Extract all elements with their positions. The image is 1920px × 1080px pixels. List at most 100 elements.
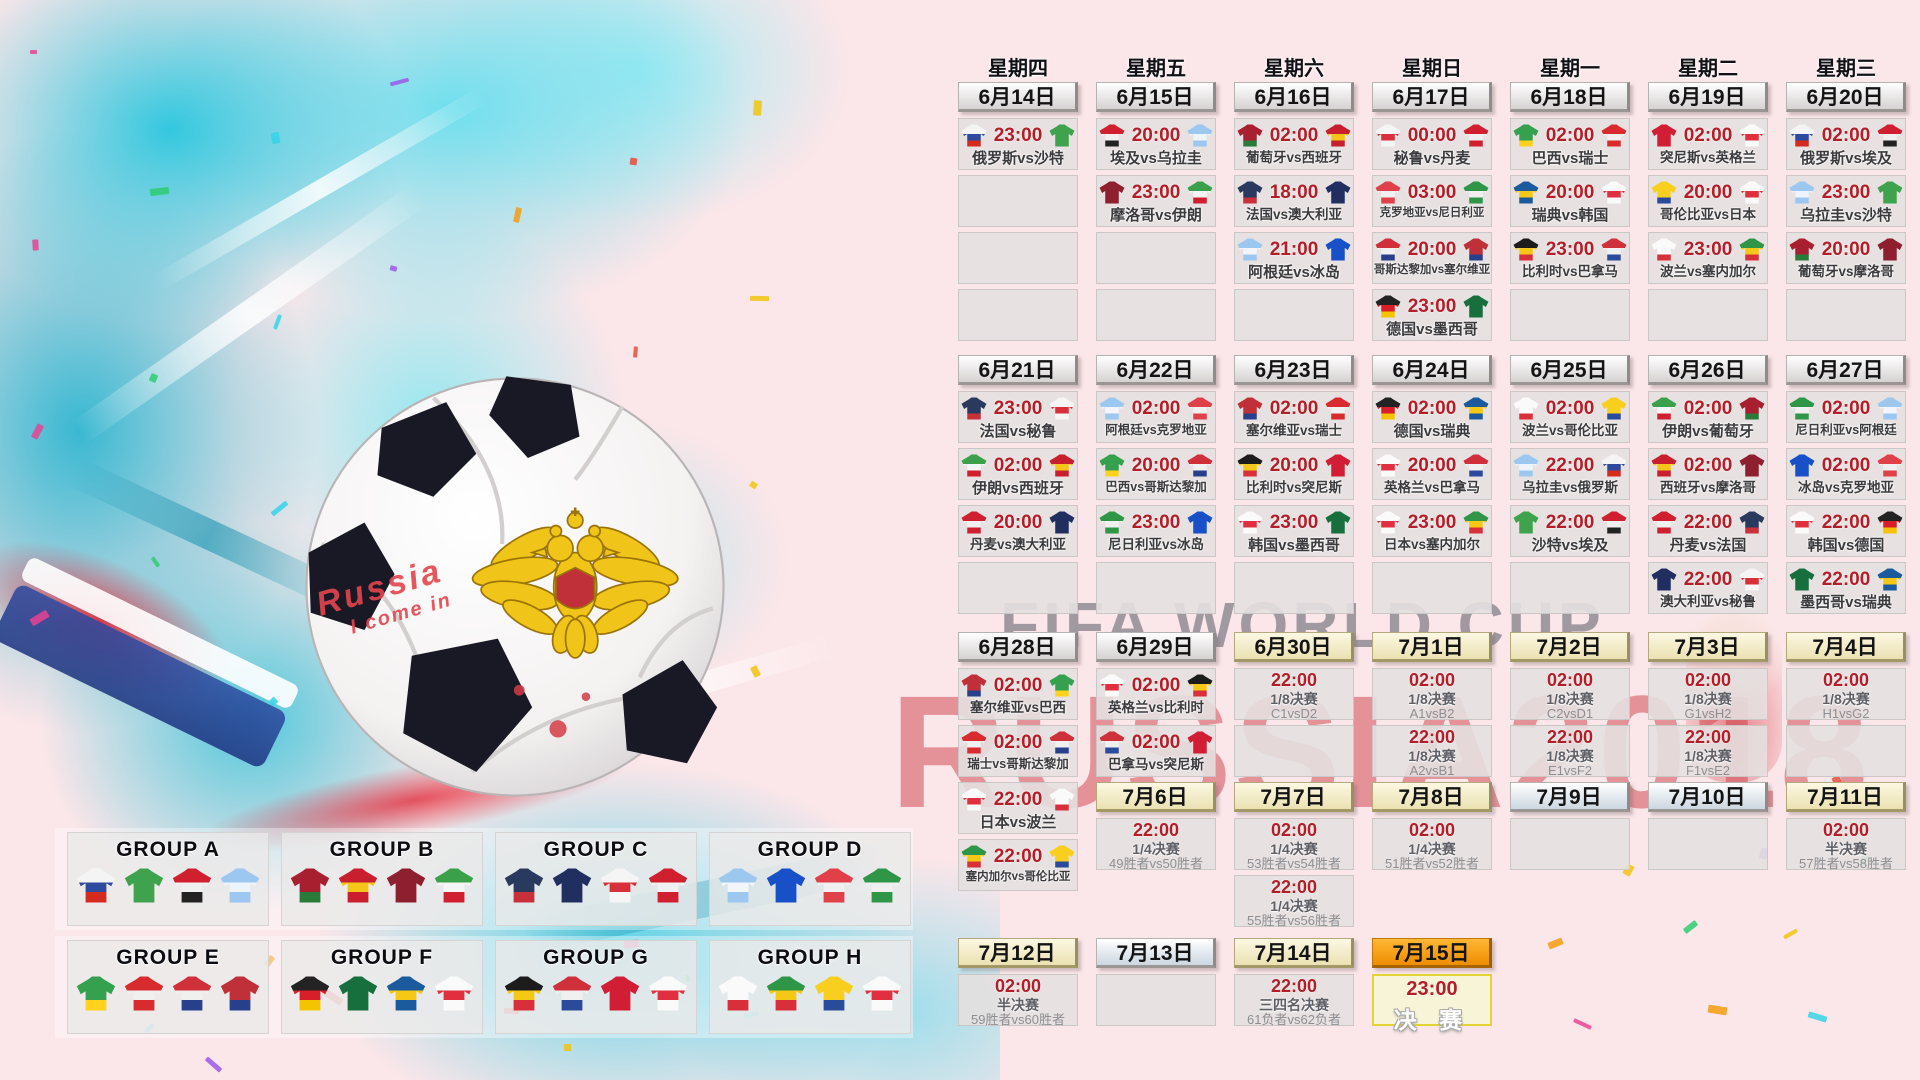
match-time: 23:00 [1683, 238, 1733, 260]
home-jersey-icon [1651, 454, 1677, 477]
away-jersey-icon [1049, 731, 1075, 754]
match-time: 22:00 [1684, 727, 1732, 747]
away-jersey-icon [1601, 238, 1627, 261]
away-jersey-icon [1739, 454, 1765, 477]
knockout-cell: 22:00 三四名决赛 61负者vs62负者 [1234, 974, 1354, 1027]
match-teams: 伊朗vs葡萄牙 [1662, 423, 1754, 440]
calendar-column: 6月30日 22:00 1/8决赛 C1vsD2 7月7日 02:00 1/4决赛 53胜者v… [1234, 632, 1354, 932]
home-jersey-icon [1513, 511, 1539, 534]
match-teams: 墨西哥vs瑞典 [1800, 594, 1892, 611]
match-teams: 沙特vs埃及 [1531, 537, 1609, 554]
match-cell: 02:00 塞尔维亚vs巴西 [958, 668, 1078, 720]
group-title: GROUP B [329, 838, 435, 861]
empty-cell [1510, 289, 1630, 341]
confetti-piece [30, 50, 37, 54]
away-jersey-icon [1877, 124, 1903, 147]
match-teams: 丹麦vs澳大利亚 [969, 537, 1067, 552]
away-jersey-icon [1739, 124, 1765, 147]
match-teams: 法国vs澳大利亚 [1245, 207, 1343, 222]
date-header: 7月15日 [1372, 938, 1492, 968]
calendar-column: 7月1日 02:00 1/8决赛 A1vsB2 22:00 1/8决赛 A2vsB1 7月8日… [1372, 632, 1492, 875]
match-time-row: 02:00 [1511, 119, 1629, 150]
match-teams: 瑞士vs哥斯达黎加 [967, 757, 1069, 771]
match-teams: 韩国vs墨西哥 [1248, 537, 1340, 554]
knockout-cell: 22:00 1/4决赛 55胜者vs56胜者 [1234, 875, 1354, 928]
match-cell: 22:00 乌拉圭vs俄罗斯 [1510, 448, 1630, 500]
home-jersey-icon [961, 124, 987, 147]
away-jersey-icon [1325, 181, 1351, 204]
match-teams: 俄罗斯vs埃及 [1800, 150, 1892, 167]
match-time: 02:00 [1269, 124, 1319, 146]
away-jersey-icon [1463, 454, 1489, 477]
knockout-cell: 22:00 1/8决赛 E1vsF2 [1510, 725, 1630, 778]
match-time-row: 20:00 [1373, 449, 1491, 480]
stage-label: 1/8决赛 [1408, 747, 1456, 764]
home-jersey-icon [1513, 397, 1539, 420]
date-header: 6月23日 [1234, 355, 1354, 385]
home-jersey-icon [1513, 454, 1539, 477]
match-time: 22:00 [1545, 511, 1595, 533]
stage-label: 1/8决赛 [1684, 690, 1732, 707]
match-cell: 20:00 比利时vs突尼斯 [1234, 448, 1354, 500]
match-time: 20:00 [1407, 238, 1457, 260]
calendar-column: 6月27日 02:00 尼日利亚vs阿根廷 02:00 冰岛vs克罗地亚 22:00 韩国v… [1786, 355, 1906, 619]
home-jersey-icon [1513, 124, 1539, 147]
empty-cell [1096, 232, 1216, 284]
match-teams: 巴西vs哥斯达黎加 [1105, 480, 1207, 494]
match-time-row: 02:00 [1649, 392, 1767, 423]
match-teams: 西班牙vs摩洛哥 [1659, 480, 1757, 495]
away-jersey-icon [1601, 181, 1627, 204]
group-jerseys [496, 975, 696, 1012]
match-time: 22:00 [1546, 727, 1594, 747]
match-time-row: 02:00 [1235, 392, 1353, 423]
group-box: GROUP A [67, 832, 269, 926]
away-jersey-icon [1601, 511, 1627, 534]
knockout-cell: 22:00 1/8决赛 F1vsE2 [1648, 725, 1768, 778]
match-teams: 克罗地亚vs尼日利亚 [1379, 207, 1485, 219]
match-time: 23:00 [993, 124, 1043, 146]
match-time: 20:00 [1131, 124, 1181, 146]
match-teams: 波兰vs哥伦比亚 [1521, 423, 1619, 438]
match-teams: 突尼斯vs英格兰 [1659, 150, 1757, 165]
match-cell: 23:00 韩国vs墨西哥 [1234, 505, 1354, 557]
away-jersey-icon [1325, 124, 1351, 147]
weekday-label: 星期五 [1126, 58, 1186, 80]
match-cell: 02:00 冰岛vs克罗地亚 [1786, 448, 1906, 500]
match-time-row: 02:00 [1787, 449, 1905, 480]
participants-label: C2vsD1 [1546, 705, 1594, 721]
date-header: 6月15日 [1096, 82, 1216, 112]
match-time: 02:00 [1821, 124, 1871, 146]
weekday-label: 星期四 [988, 58, 1048, 80]
home-jersey-icon [1375, 295, 1401, 318]
match-teams: 塞内加尔vs哥伦比亚 [965, 871, 1071, 883]
match-cell: 23:00 尼日利亚vs冰岛 [1096, 505, 1216, 557]
match-time: 02:00 [1545, 124, 1595, 146]
match-teams: 巴拿马vs突尼斯 [1107, 757, 1205, 772]
date-header: 7月8日 [1372, 782, 1492, 812]
match-teams: 乌拉圭vs俄罗斯 [1521, 480, 1619, 495]
home-jersey-icon [1789, 181, 1815, 204]
match-time-row: 22:00 [1511, 449, 1629, 480]
match-cell: 02:00 巴拿马vs突尼斯 [1096, 725, 1216, 777]
home-jersey-icon [1789, 238, 1815, 261]
empty-cell [1510, 818, 1630, 870]
match-time: 20:00 [1269, 454, 1319, 476]
calendar-column: 7月12日 02:00 半决赛 59胜者vs60胜者 [958, 938, 1078, 1031]
away-jersey-icon [1187, 511, 1213, 534]
match-time-row: 20:00 [1649, 176, 1767, 207]
russia-eagle-emblem [471, 507, 679, 659]
match-teams: 韩国vs德国 [1807, 537, 1885, 554]
participants-label: E1vsF2 [1547, 762, 1593, 778]
match-teams: 葡萄牙vs西班牙 [1245, 150, 1343, 165]
match-cell: 02:00 阿根廷vs克罗地亚 [1096, 391, 1216, 443]
empty-cell [958, 232, 1078, 284]
match-time: 02:00 [1683, 454, 1733, 476]
match-teams: 塞尔维亚vs巴西 [969, 700, 1067, 715]
match-time: 20:00 [1131, 454, 1181, 476]
match-time: 22:00 [1821, 568, 1871, 590]
date-header: 6月17日 [1372, 82, 1492, 112]
calendar-column: 星期日 6月17日 00:00 秘鲁vs丹麦 03:00 克罗地亚vs尼日利亚 20:00 哥… [1372, 52, 1492, 346]
home-jersey-icon [1651, 568, 1677, 591]
calendar-column: 星期五 6月15日 20:00 埃及vs乌拉圭 23:00 摩洛哥vs伊朗 [1096, 52, 1216, 346]
